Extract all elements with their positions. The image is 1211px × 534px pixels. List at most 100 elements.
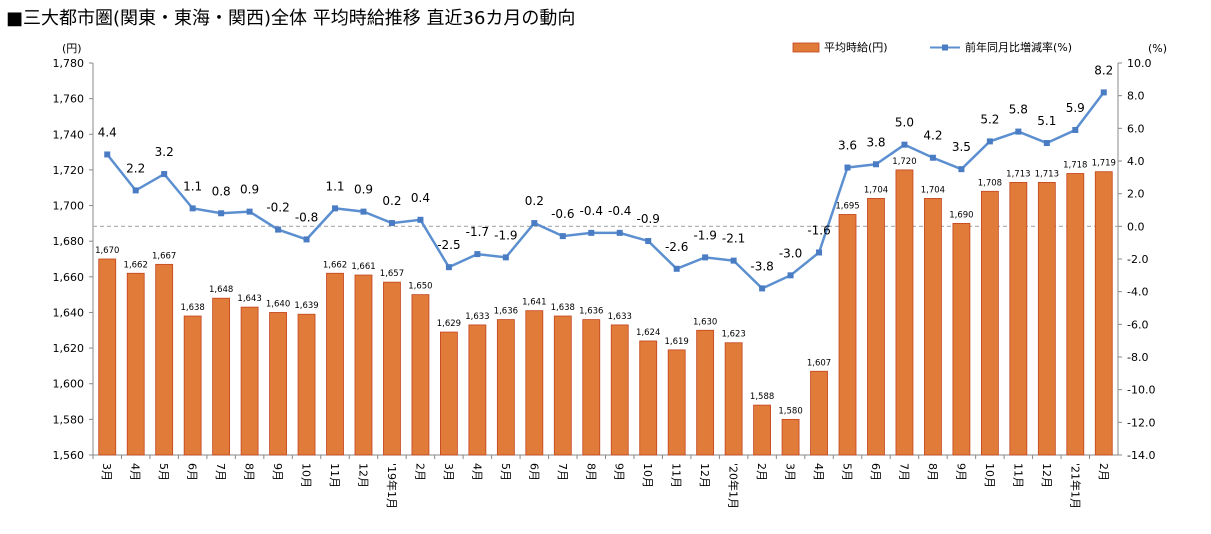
bar (440, 331, 458, 456)
bar-value-label: 1,720 (892, 157, 916, 167)
left-tick-label: 1,620 (53, 342, 85, 355)
bar-series: 1,670 1,662 1,667 1,638 1,648 1,643 1,640 1,639… (95, 157, 1116, 456)
left-tick-label: 1,640 (53, 306, 85, 319)
bar (924, 198, 942, 456)
line-point (872, 161, 879, 168)
bar-value-label: 1,708 (978, 178, 1002, 188)
x-tick-label: 10月 (983, 463, 996, 488)
bar-value-label: 1,624 (636, 328, 660, 338)
chart-title: ■三大都市圏(関東・東海・関西)全体 平均時給推移 直近36カ月の動向 (6, 8, 576, 29)
bar (1009, 181, 1028, 456)
x-tick-label: 4月 (812, 463, 825, 481)
bar (1037, 181, 1056, 456)
line-point (360, 208, 367, 215)
axes: 1,560 1,580 1,600 1,620 1,640 1,660 1,680 1,700… (53, 57, 1156, 509)
line-point (1100, 89, 1107, 96)
left-tick-label: 1,680 (53, 235, 85, 248)
x-tick-label: 12月 (1040, 463, 1053, 488)
left-tick-label: 1,720 (53, 164, 85, 177)
x-tick-label: 7月 (897, 463, 910, 481)
line-point (645, 238, 652, 245)
line-point (1043, 140, 1050, 147)
bar-value-label: 1,690 (949, 210, 973, 220)
legend-line-label: 前年同月比増減率(%) (965, 40, 1072, 54)
line-point (616, 229, 623, 236)
x-tick-label: '21年1月 (1068, 463, 1082, 509)
line-point (445, 264, 452, 271)
bar-value-label: 1,643 (237, 294, 261, 304)
line-point (246, 208, 253, 215)
line-value-label: -0.4 (608, 204, 631, 218)
bar (383, 281, 401, 456)
line-value-label: 1.1 (325, 179, 344, 193)
bar-value-label: 1,670 (95, 246, 119, 256)
left-tick-label: 1,780 (53, 57, 85, 70)
line-value-label: 4.4 (98, 125, 117, 139)
line-point (702, 254, 709, 261)
line-point (303, 236, 310, 243)
x-tick-label: 6月 (869, 463, 882, 481)
line-value-label: 3.5 (952, 140, 971, 154)
bar-value-label: 1,648 (209, 285, 233, 295)
bar (468, 324, 487, 456)
bar-value-label: 1,636 (579, 307, 603, 317)
bar (553, 315, 572, 456)
line-point (844, 164, 851, 171)
x-tick-label: 12月 (356, 463, 369, 488)
bar-value-label: 1,667 (152, 251, 176, 261)
right-tick-label: 6.0 (1127, 122, 1145, 135)
line-point (417, 216, 424, 223)
bar-value-label: 1,619 (665, 337, 689, 347)
line-value-label: 5.2 (980, 112, 999, 126)
bar-value-label: 1,641 (522, 298, 546, 308)
bar-value-label: 1,639 (294, 301, 318, 311)
bar (667, 349, 686, 456)
bar (838, 214, 857, 456)
right-tick-label: 0.0 (1127, 220, 1145, 233)
left-tick-label: 1,580 (53, 413, 85, 426)
x-tick-label: 12月 (698, 463, 711, 488)
line-point (104, 151, 111, 158)
bar (354, 274, 373, 456)
line-value-label: 5.9 (1066, 101, 1085, 115)
line-value-label: 2.2 (126, 161, 145, 175)
line-point (673, 265, 680, 272)
line-point (332, 205, 339, 212)
x-tick-label: 9月 (954, 463, 967, 481)
x-tick-label: 10月 (641, 463, 654, 488)
right-tick-label: 2.0 (1127, 188, 1145, 201)
bar (525, 310, 544, 456)
legend-line-marker (942, 44, 948, 51)
bar (810, 370, 828, 456)
bar (212, 297, 231, 456)
left-tick-label: 1,560 (53, 449, 85, 462)
bar (155, 263, 174, 456)
right-tick-label: -6.0 (1127, 318, 1148, 331)
x-tick-label: 4月 (129, 463, 142, 481)
x-tick-label: 4月 (470, 463, 483, 481)
line-point (1072, 126, 1079, 133)
line-value-label: 5.1 (1037, 114, 1056, 128)
x-tick-label: 11月 (1011, 463, 1024, 488)
x-tick-label: 3月 (784, 463, 797, 481)
line-point (901, 141, 908, 148)
bar (326, 272, 344, 456)
bar (952, 222, 971, 456)
bar (496, 319, 515, 456)
x-tick-label: 11月 (328, 463, 341, 488)
line-value-label: 0.2 (525, 194, 544, 208)
bar-value-label: 1,662 (124, 260, 148, 270)
line-value-label: 0.4 (411, 191, 430, 205)
bar (781, 418, 800, 456)
line-series: 4.4 2.2 3.2 1.1 0.8 0.9 -0.2 -0.8 1.1 0.9 0.2 0.4 -2… (98, 63, 1113, 292)
line-point (986, 138, 993, 145)
x-tick-label: 9月 (271, 463, 284, 481)
bar (297, 313, 316, 456)
bar-value-label: 1,713 (1006, 169, 1030, 179)
bar-value-label: 1,638 (551, 303, 575, 313)
bar-value-label: 1,661 (351, 262, 375, 272)
bar (240, 306, 259, 456)
bar (639, 340, 658, 456)
left-axis-unit: (円) (62, 42, 82, 55)
line-point (929, 154, 936, 161)
